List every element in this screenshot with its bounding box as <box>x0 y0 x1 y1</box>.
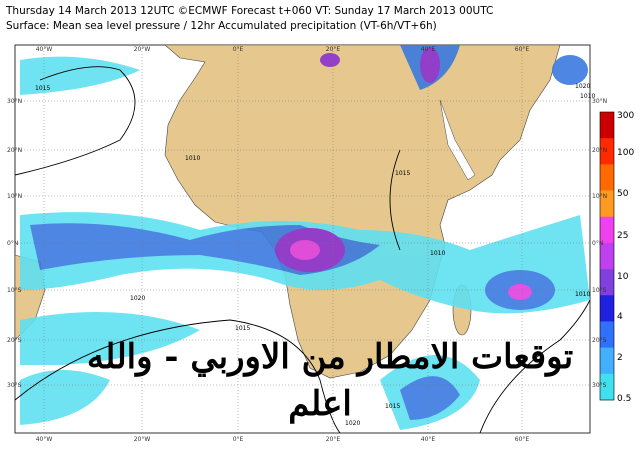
precipitation <box>20 45 590 430</box>
map <box>14 44 591 434</box>
isobar-label: 1010 <box>430 250 445 257</box>
colorbar-swatch <box>600 164 614 191</box>
isobar-label: 1015 <box>385 403 400 410</box>
colorbar-swatch <box>600 269 614 296</box>
header-line: Surface: Mean sea level pressure / 12hr … <box>6 20 437 32</box>
colorbar: 300 100 50 25 10 4 2 0.5 <box>599 111 634 404</box>
overlay-text: اعلم <box>288 384 352 424</box>
longitude-label: 20°E <box>326 436 341 443</box>
colorbar-swatch <box>600 373 614 401</box>
longitude-label: 40°E <box>421 46 436 53</box>
colorbar-swatch <box>600 190 614 218</box>
isobars <box>15 66 590 433</box>
latitude-label: 0°N <box>592 240 603 247</box>
longitude-label: 60°E <box>515 46 530 53</box>
colorbar-label: 25 <box>617 231 628 241</box>
colorbar-frame <box>599 111 615 401</box>
latitude-label: 30°N <box>7 98 22 105</box>
colorbar-label: 2 <box>617 353 623 363</box>
colorbar-swatch <box>600 242 614 270</box>
colorbar-label: 4 <box>617 312 623 322</box>
longitude-label: 20°W <box>134 436 151 443</box>
longitude-label: 40°W <box>36 436 53 443</box>
latitude-label: 20°S <box>592 337 607 344</box>
longitude-label: 0°E <box>233 436 244 443</box>
latitude-label: 10°N <box>592 193 607 200</box>
isobar-label: 1015 <box>395 170 410 177</box>
latitude-label: 30°S <box>7 382 22 389</box>
overlay-text: توقعات الامطار من الاوربي - والله <box>87 337 573 377</box>
longitude-label: 20°W <box>134 46 151 53</box>
latitude-label: 20°S <box>7 337 22 344</box>
latitude-label: 0°N <box>7 240 18 247</box>
colorbar-swatch <box>600 321 614 348</box>
longitude-label: 20°E <box>326 46 341 53</box>
latitude-label: 10°N <box>7 193 22 200</box>
latitude-label: 30°N <box>592 98 607 105</box>
colorbar-label: 300 <box>617 111 634 121</box>
isobar-label: 1010 <box>185 155 200 162</box>
latitude-label: 10°S <box>7 287 22 294</box>
land <box>164 45 561 379</box>
isobar-label: 1015 <box>35 85 50 92</box>
latitude-label: 10°S <box>592 287 607 294</box>
isobar-label: 1015 <box>235 325 250 332</box>
isobar-label: 1010 <box>580 93 595 100</box>
isobar-label: 1020 <box>130 295 145 302</box>
colorbar-swatch <box>600 347 614 375</box>
colorbar-label: 50 <box>617 189 629 199</box>
colorbar-label: 0.5 <box>617 394 631 404</box>
isobar-label: 1020 <box>575 83 590 90</box>
longitude-label: 40°W <box>36 46 53 53</box>
longitude-label: 40°E <box>421 436 436 443</box>
isobar-label: 1010 <box>575 291 590 298</box>
colorbar-swatch <box>600 112 614 139</box>
colorbar-label: 10 <box>617 272 629 282</box>
colorbar-swatch <box>600 295 614 322</box>
isobar-label: 1020 <box>345 420 360 427</box>
colorbar-label: 100 <box>617 148 634 158</box>
red-sea <box>439 99 476 181</box>
colorbar-swatch <box>600 138 614 165</box>
labels: 40°W 40°W 20°W 20°W 0°E 0°E 20°E 20°E 40°E 40°E 60… <box>7 46 607 443</box>
header-line: Thursday 14 March 2013 12UTC ©ECMWF Fore… <box>5 5 493 17</box>
latitude-label: 20°N <box>592 147 607 154</box>
longitude-label: 60°E <box>515 436 530 443</box>
latitude-label: 20°N <box>7 147 22 154</box>
latitude-label: 30°S <box>592 382 607 389</box>
longitude-label: 0°E <box>233 46 244 53</box>
colorbar-swatch <box>600 216 614 244</box>
